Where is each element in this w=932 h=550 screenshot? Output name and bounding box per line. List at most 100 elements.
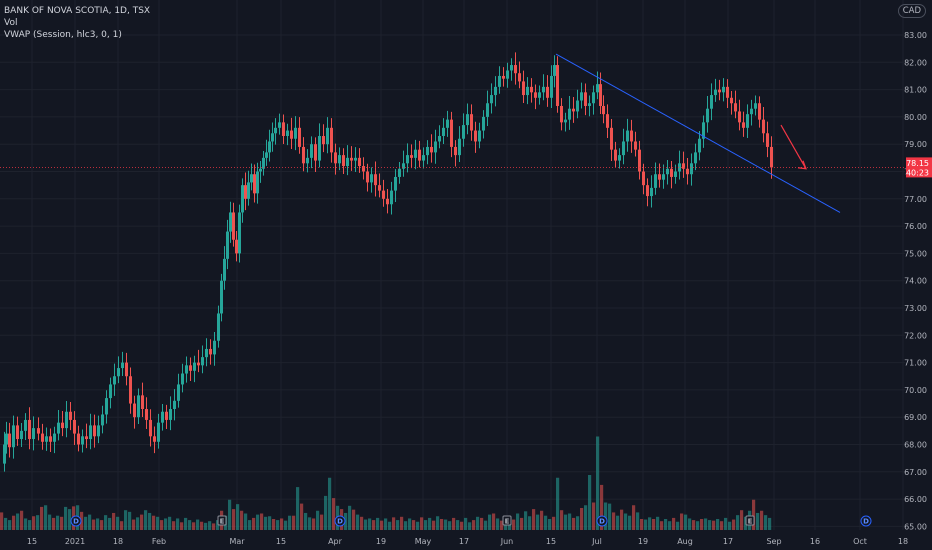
candle-body [121, 362, 124, 369]
candle-body [706, 108, 709, 123]
chart-grid [0, 0, 905, 530]
candle-body [125, 362, 128, 377]
volume-bar [108, 517, 112, 530]
volume-bar [160, 520, 164, 530]
candle-body [49, 436, 52, 442]
candle-body [374, 174, 377, 186]
candle-body [109, 384, 112, 399]
y-tick-label: 66.00 [904, 495, 927, 504]
candle-body [370, 174, 373, 183]
candle-body [642, 171, 645, 186]
volume-bar [60, 516, 64, 530]
symbol-line: BANK OF NOVA SCOTIA, 1D, TSX [4, 6, 151, 16]
volume-bar [624, 513, 628, 530]
currency-button[interactable]: CAD [897, 4, 926, 18]
y-tick-label: 72.00 [904, 331, 927, 340]
candle-body [229, 212, 232, 232]
earnings-marker[interactable]: E [217, 515, 227, 526]
volume-bar [280, 518, 284, 530]
candle-body [572, 108, 575, 112]
candle-body [209, 348, 212, 355]
candle-body [662, 174, 665, 180]
volume-bar [132, 519, 136, 530]
candle-body [386, 198, 389, 205]
candle-body [250, 174, 253, 183]
candle-body [81, 436, 84, 445]
candle-body [85, 436, 88, 440]
earnings-marker[interactable]: E [502, 515, 512, 526]
candle-body [514, 65, 517, 74]
candle-body [197, 362, 200, 366]
candle-body [310, 144, 313, 158]
dividend-marker[interactable]: D [334, 515, 346, 527]
y-tick-label: 70.00 [904, 386, 927, 395]
volume-bar [292, 515, 296, 530]
candle-body [674, 171, 677, 177]
candle-body [61, 422, 64, 429]
candle-body [406, 155, 409, 164]
arrow-head [797, 160, 807, 170]
volume-bar [252, 517, 256, 530]
dividend-marker[interactable]: D [596, 515, 608, 527]
volume-bar [308, 517, 312, 530]
volume-bar [568, 513, 572, 530]
candle-body [738, 111, 741, 123]
volume-bar [384, 518, 388, 530]
candle-body [498, 75, 501, 87]
candle-body [522, 81, 525, 96]
candle-body [149, 419, 152, 437]
volume-bar [516, 513, 520, 530]
volume-bar [112, 512, 116, 530]
candle-body [271, 133, 274, 142]
y-tick-label: 73.00 [904, 304, 927, 313]
volume-bar [4, 517, 8, 530]
volume-bar [92, 519, 96, 530]
earnings-marker[interactable]: E [745, 515, 755, 526]
candle-body [314, 144, 317, 161]
time-axis[interactable]: 15 2021 18 Feb Mar 15 Apr 19 May 17 Jun 15 Jul 19 Aug 1… [27, 537, 908, 546]
candle-body [762, 119, 765, 134]
volume-bar [448, 521, 452, 530]
candle-body [302, 146, 305, 164]
candle-body [244, 185, 247, 199]
volume-bar [260, 513, 264, 530]
candle-body [596, 84, 599, 93]
y-tick-label: 82.00 [904, 58, 927, 67]
volume-bar [668, 521, 672, 530]
candle-body [750, 108, 753, 115]
drawings[interactable] [0, 53, 905, 213]
dividend-marker[interactable]: D [70, 515, 82, 527]
candle-body [157, 422, 160, 442]
candle-body [322, 136, 325, 145]
volume-bar [304, 512, 308, 530]
volume-bar [56, 515, 60, 530]
volume-bar [700, 519, 704, 530]
volume-bar [596, 436, 600, 530]
volume-bar [24, 518, 28, 530]
marker-label: E [748, 518, 753, 526]
dividend-marker[interactable]: D [860, 515, 872, 527]
candle-body [690, 163, 693, 175]
volume-bar [68, 509, 72, 530]
volume-bar [752, 499, 756, 530]
y-tick-label: 83.00 [904, 31, 927, 40]
candle-body [268, 141, 271, 153]
candle-body [478, 130, 481, 142]
volume-bar [476, 516, 480, 530]
candle-body [494, 86, 497, 96]
candle-body [560, 105, 563, 123]
volume-bar [16, 513, 20, 530]
volume-bar [428, 517, 432, 530]
x-tick-label: 16 [810, 537, 820, 546]
candle-body [334, 152, 337, 164]
x-tick-label: Sep [766, 537, 781, 546]
candle-body [113, 376, 116, 385]
volume-bar [88, 514, 92, 530]
volume-bar [768, 517, 772, 530]
price-axis[interactable]: 83.0082.0081.0080.0079.0078.0077.0076.00… [904, 31, 932, 531]
candle-body [614, 149, 617, 161]
x-tick-label: 15 [27, 537, 37, 546]
countdown-label: 40:23 [906, 168, 929, 177]
